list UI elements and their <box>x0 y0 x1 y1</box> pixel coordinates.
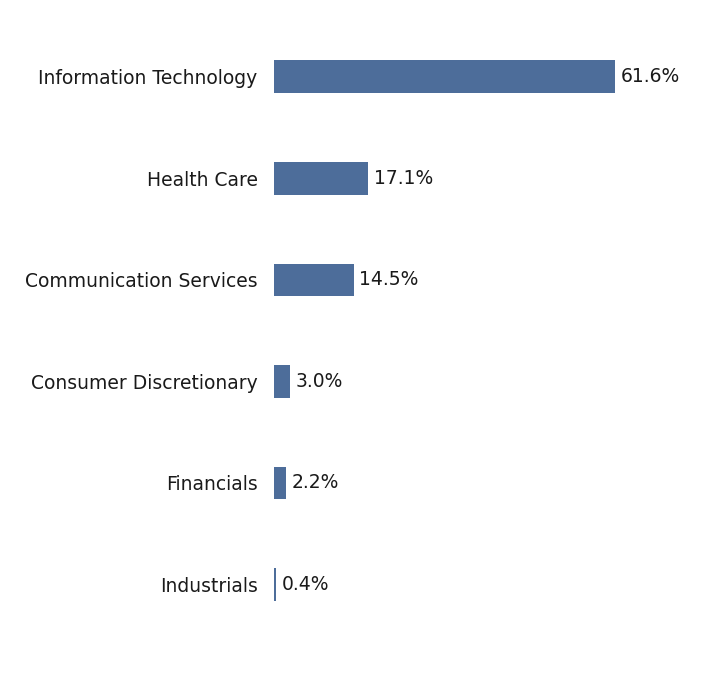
Text: 17.1%: 17.1% <box>374 168 433 188</box>
Bar <box>274 568 276 601</box>
Text: 14.5%: 14.5% <box>359 270 419 290</box>
Text: 2.2%: 2.2% <box>292 473 338 493</box>
Bar <box>274 61 615 93</box>
Bar <box>274 162 369 194</box>
Text: 61.6%: 61.6% <box>621 68 680 86</box>
Text: 0.4%: 0.4% <box>282 575 329 594</box>
Bar <box>274 365 290 397</box>
Bar <box>274 467 286 499</box>
Bar <box>274 264 354 296</box>
Text: 3.0%: 3.0% <box>296 372 343 391</box>
